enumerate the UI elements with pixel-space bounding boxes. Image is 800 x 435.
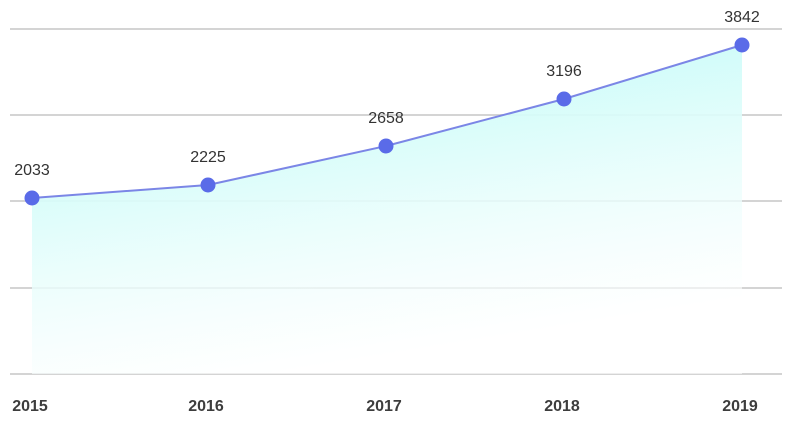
- data-point-2018: [556, 91, 572, 107]
- data-label-2017: 2658: [368, 110, 404, 127]
- x-axis-ticks: 2015 2016 2017 2018 2019: [12, 398, 758, 415]
- data-point-2017: [378, 138, 394, 154]
- data-point-2019: [734, 37, 750, 53]
- data-point-2016: [200, 177, 216, 193]
- x-tick-2015: 2015: [12, 398, 48, 415]
- x-tick-2018: 2018: [544, 398, 580, 415]
- x-tick-2016: 2016: [188, 398, 224, 415]
- data-label-2016: 2225: [190, 149, 226, 166]
- data-labels: 2033 2225 2658 3196 3842: [14, 9, 760, 179]
- area-fill: [32, 45, 742, 374]
- data-label-2019: 3842: [724, 9, 760, 26]
- data-label-2018: 3196: [546, 63, 582, 80]
- x-tick-2017: 2017: [366, 398, 402, 415]
- data-points: [24, 37, 750, 206]
- data-point-2015: [24, 190, 40, 206]
- x-tick-2019: 2019: [722, 398, 758, 415]
- data-label-2015: 2033: [14, 162, 50, 179]
